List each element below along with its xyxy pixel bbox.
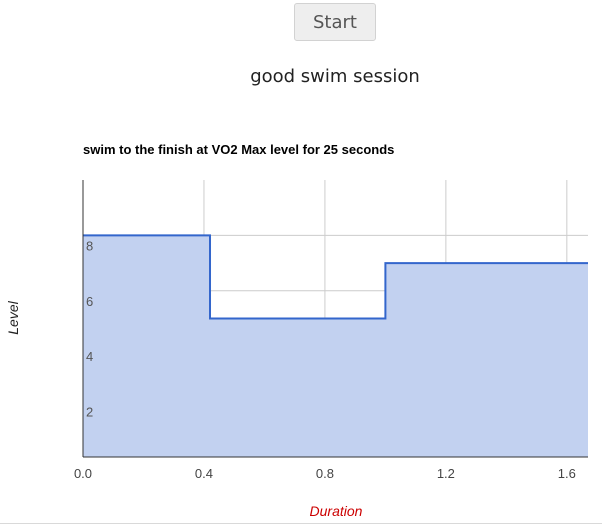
x-tick-label: 0.8 xyxy=(316,466,334,481)
y-axis-label: Level xyxy=(5,300,21,334)
x-axis-label: Duration xyxy=(310,503,363,519)
step-line xyxy=(83,234,588,320)
y-tick-label: 2 xyxy=(86,405,93,420)
session-title: good swim session xyxy=(250,66,420,87)
x-tick-label: 1.6 xyxy=(558,466,576,481)
start-button[interactable]: Start xyxy=(294,3,376,41)
chart-title: swim to the finish at VO2 Max level for … xyxy=(83,142,394,157)
area-layer xyxy=(83,234,588,457)
y-tick-label: 8 xyxy=(86,238,93,253)
x-tick-label: 0.4 xyxy=(195,466,213,481)
bottom-divider xyxy=(0,523,602,524)
x-tick-label: 0.0 xyxy=(74,466,92,481)
tick-labels: 0.0 0.4 0.8 1.2 1.6 2 4 6 8 xyxy=(74,238,576,481)
area-fill xyxy=(83,235,588,457)
axes xyxy=(82,180,588,458)
y-tick-label: 6 xyxy=(86,294,93,309)
y-tick-label: 4 xyxy=(86,349,93,364)
x-tick-label: 1.2 xyxy=(437,466,455,481)
